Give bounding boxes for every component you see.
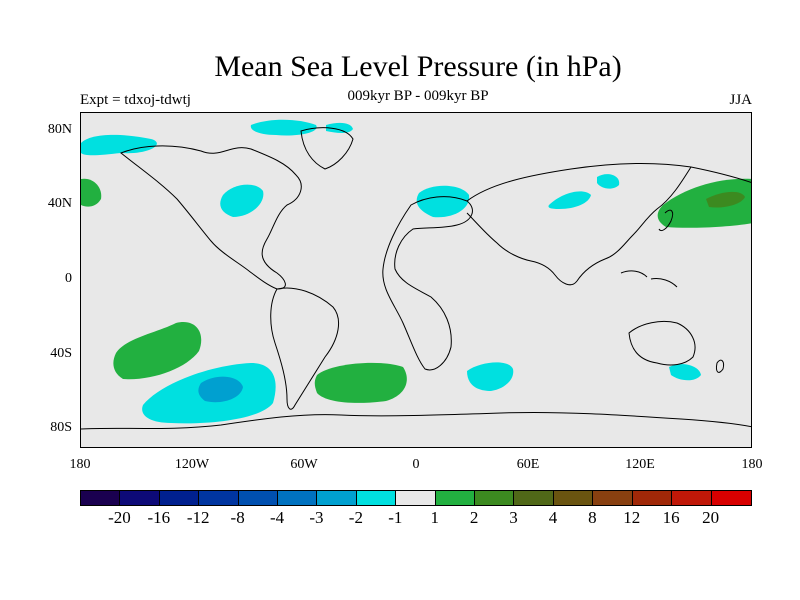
y-tick-label: 80S [50,420,72,436]
patch-asia-cyan [548,191,591,209]
y-tick-label: 0 [65,271,72,286]
coast-new-zealand [716,359,724,373]
colorbar-label: 12 [623,508,641,527]
colorbar-swatch [672,491,712,505]
colorbar-label: -4 [269,508,285,527]
colorbar-swatch [711,491,751,505]
colorbar-swatch [317,491,357,505]
coast-asia [466,162,751,286]
patch-tasman-cyan [669,364,701,381]
colorbar-swatch [475,491,515,505]
coast-greenland [300,127,354,170]
coast-japan [658,209,674,232]
coast-south-america [270,287,340,410]
colorbar-swatch [632,491,673,505]
patch-arctic-cyan-2 [250,119,317,136]
x-tick-label: 180 [69,457,91,472]
x-tick-label: 120E [625,457,655,472]
patch-south-atlantic-green [314,362,407,403]
colorbar-swatch [238,491,279,505]
x-tick-label: 180 [741,457,763,472]
coast-indonesia [620,270,678,288]
colorbar-swatch [356,491,397,505]
colorbar-label: 4 [548,508,558,527]
coast-north-america [120,145,302,290]
coast-europe-africa [382,196,473,371]
coast-antarctica [81,411,751,430]
chart-title: Mean Sea Level Pressure (in hPa) [214,50,622,83]
experiment-label: Expt = tdxoj-tdwtj [80,92,191,108]
colorbar-swatch [120,491,160,505]
x-tick-label: 0 [412,457,420,472]
coast-australia [628,320,696,366]
colorbar-label: 8 [588,508,597,527]
colorbar-label: 16 [662,508,680,527]
y-tick-label: 40N [47,196,72,212]
colorbar-swatch [435,491,476,505]
x-tick-label: 120W [174,457,210,472]
colorbar-label: 2 [469,508,479,527]
colorbar-swatch [199,491,239,505]
patch-south-pacific-green [113,322,202,380]
patch-europe-cyan [416,185,470,218]
coastlines [81,127,751,430]
x-tick-label: 60E [516,457,540,472]
chart-subtitle: 009kyr BP - 009kyr BP [347,88,489,104]
colorbar-label: 1 [430,508,439,527]
patch-greenland-cyan [220,184,264,217]
colorbar-label: -8 [230,508,245,527]
colorbar-label: -1 [388,508,403,527]
colorbar-swatch [278,491,318,505]
patch-pacific-green-west [81,178,102,207]
map-plot-area [80,112,752,448]
colorbar-swatch [593,491,633,505]
colorbar-swatch [553,491,594,505]
patch-south-pacific-blue [198,376,243,403]
patch-arctic-cyan-3 [326,122,353,133]
patch-asia-cyan-2 [597,174,620,189]
colorbar-swatch [159,491,200,505]
colorbar-label: 3 [509,508,518,527]
colorbar-swatch [396,491,436,505]
patch-arctic-cyan [81,134,157,156]
colorbar-label: -16 [147,508,171,527]
y-tick-label: 40S [50,345,72,361]
colorbar-label: -2 [348,508,363,527]
colorbar-swatch [81,491,121,505]
map-svg [81,119,751,430]
colorbar [80,490,752,506]
colorbar-label: 20 [702,508,720,527]
x-tick-label: 60W [290,457,318,472]
patch-pacific-green-east [657,178,751,228]
patch-indian-cyan [467,362,514,391]
anomaly-patches [81,119,751,424]
colorbar-label: -3 [309,508,324,527]
colorbar-label: -12 [186,508,210,527]
y-tick-label: 80N [47,121,72,137]
colorbar-label: -20 [108,508,131,527]
season-label: JJA [729,92,752,108]
colorbar-swatch [514,491,554,505]
patch-pacific-darkgreen [706,191,745,208]
